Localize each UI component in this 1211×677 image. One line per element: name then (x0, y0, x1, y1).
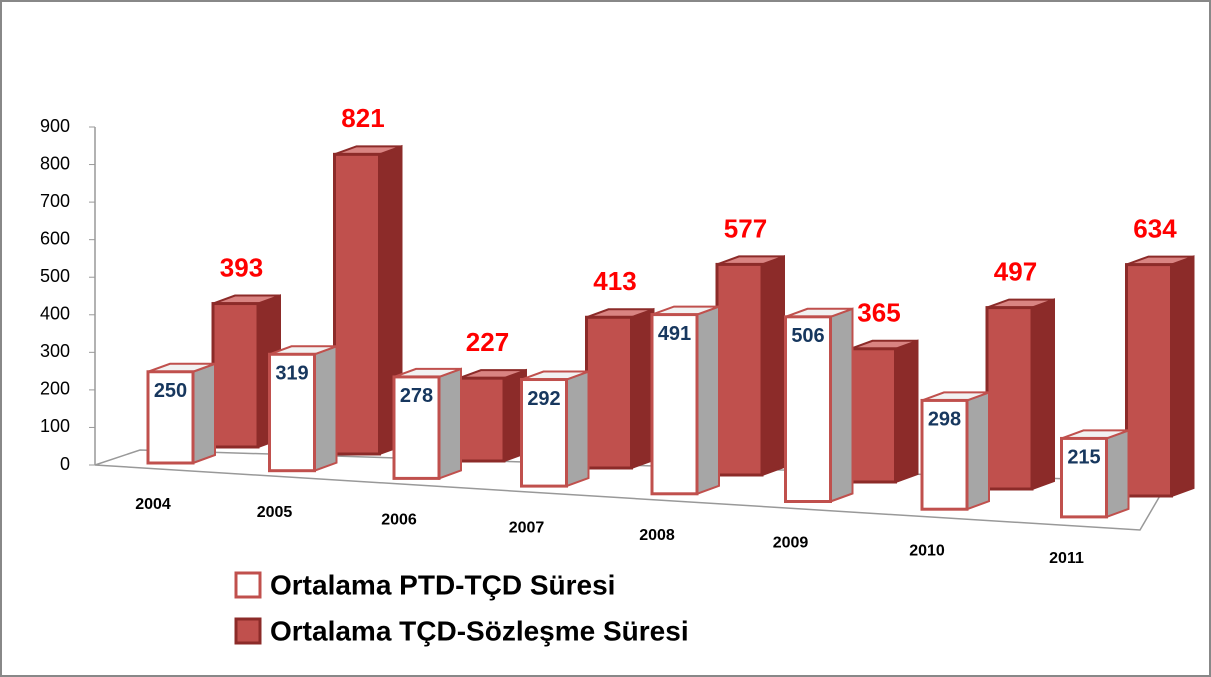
bar (1060, 428, 1130, 519)
value-label: 821 (341, 103, 384, 133)
legend-label: Ortalama TÇD-Sözleşme Süresi (270, 615, 689, 646)
bar-front (715, 262, 764, 477)
bar (650, 305, 720, 496)
y-tick-label: 300 (40, 341, 70, 361)
x-tick-label: 2011 (1049, 550, 1084, 567)
bar-front (920, 398, 969, 511)
x-tick-label: 2010 (909, 542, 945, 559)
bar-front (211, 302, 260, 449)
bar-front (333, 152, 381, 456)
value-label: 278 (400, 385, 433, 407)
bar-side (966, 391, 990, 511)
bar-front (784, 315, 832, 503)
legend-swatch (234, 571, 262, 599)
y-tick-label: 100 (40, 416, 70, 436)
value-label: 298 (928, 409, 961, 431)
bar (333, 144, 403, 456)
bar-front (585, 315, 633, 470)
bar-front (520, 378, 568, 488)
value-label: 634 (1133, 213, 1177, 243)
value-label: 215 (1067, 447, 1100, 469)
x-tick-label: 2007 (509, 519, 545, 536)
bar (715, 254, 785, 477)
bar (784, 307, 854, 503)
bar-side (829, 307, 854, 503)
y-tick-label: 200 (40, 379, 70, 399)
bar-side (1170, 255, 1195, 498)
value-label: 227 (466, 327, 509, 357)
bar-side (313, 344, 338, 473)
y-tick-label: 500 (40, 266, 70, 286)
legend-swatch (234, 617, 262, 645)
value-label: 319 (275, 363, 308, 385)
bar-side (192, 362, 216, 465)
bar-front (1060, 436, 1108, 519)
x-tick-label: 2004 (135, 496, 171, 513)
y-tick-label: 400 (40, 304, 70, 324)
y-tick-label: 0 (60, 454, 70, 474)
bar (920, 391, 990, 511)
bar-front (146, 370, 195, 465)
bar (849, 339, 919, 484)
bar-side (565, 370, 590, 488)
bar-front (650, 313, 699, 496)
x-tick-label: 2008 (639, 527, 675, 544)
bar (392, 367, 462, 480)
value-label: 577 (724, 213, 767, 243)
bar-front (849, 347, 897, 484)
value-label: 292 (527, 388, 560, 410)
value-label: 497 (994, 256, 1037, 286)
x-tick-label: 2006 (381, 512, 417, 529)
value-label: 393 (220, 252, 263, 282)
y-tick-label: 900 (40, 116, 70, 136)
y-tick-label: 800 (40, 153, 70, 173)
bar (520, 370, 590, 488)
bar (985, 298, 1055, 491)
bar (146, 362, 216, 465)
y-tick-label: 600 (40, 228, 70, 248)
bar (1125, 255, 1195, 498)
bar-front (268, 352, 316, 473)
bar-side (696, 305, 720, 496)
bar (268, 344, 338, 473)
value-label: 506 (791, 325, 824, 347)
bar-side (438, 367, 462, 480)
value-label: 250 (154, 380, 187, 402)
y-tick-label: 700 (40, 191, 70, 211)
x-tick-label: 2009 (773, 535, 809, 552)
x-tick-label: 2005 (257, 504, 293, 521)
bar-front (457, 376, 506, 463)
bar-side (630, 307, 655, 470)
bar-front (392, 375, 441, 480)
bar-side (1031, 298, 1055, 491)
value-label: 365 (857, 298, 900, 328)
legend-label: Ortalama PTD-TÇD Süresi (270, 569, 615, 600)
bar (457, 368, 527, 463)
bar-front (1125, 263, 1173, 498)
bar-side (894, 339, 919, 484)
bar-side (1105, 428, 1130, 519)
bar (585, 307, 655, 470)
bar-side (761, 254, 785, 477)
bar-front (985, 306, 1034, 491)
value-label: 413 (593, 266, 636, 296)
value-label: 491 (658, 323, 691, 345)
